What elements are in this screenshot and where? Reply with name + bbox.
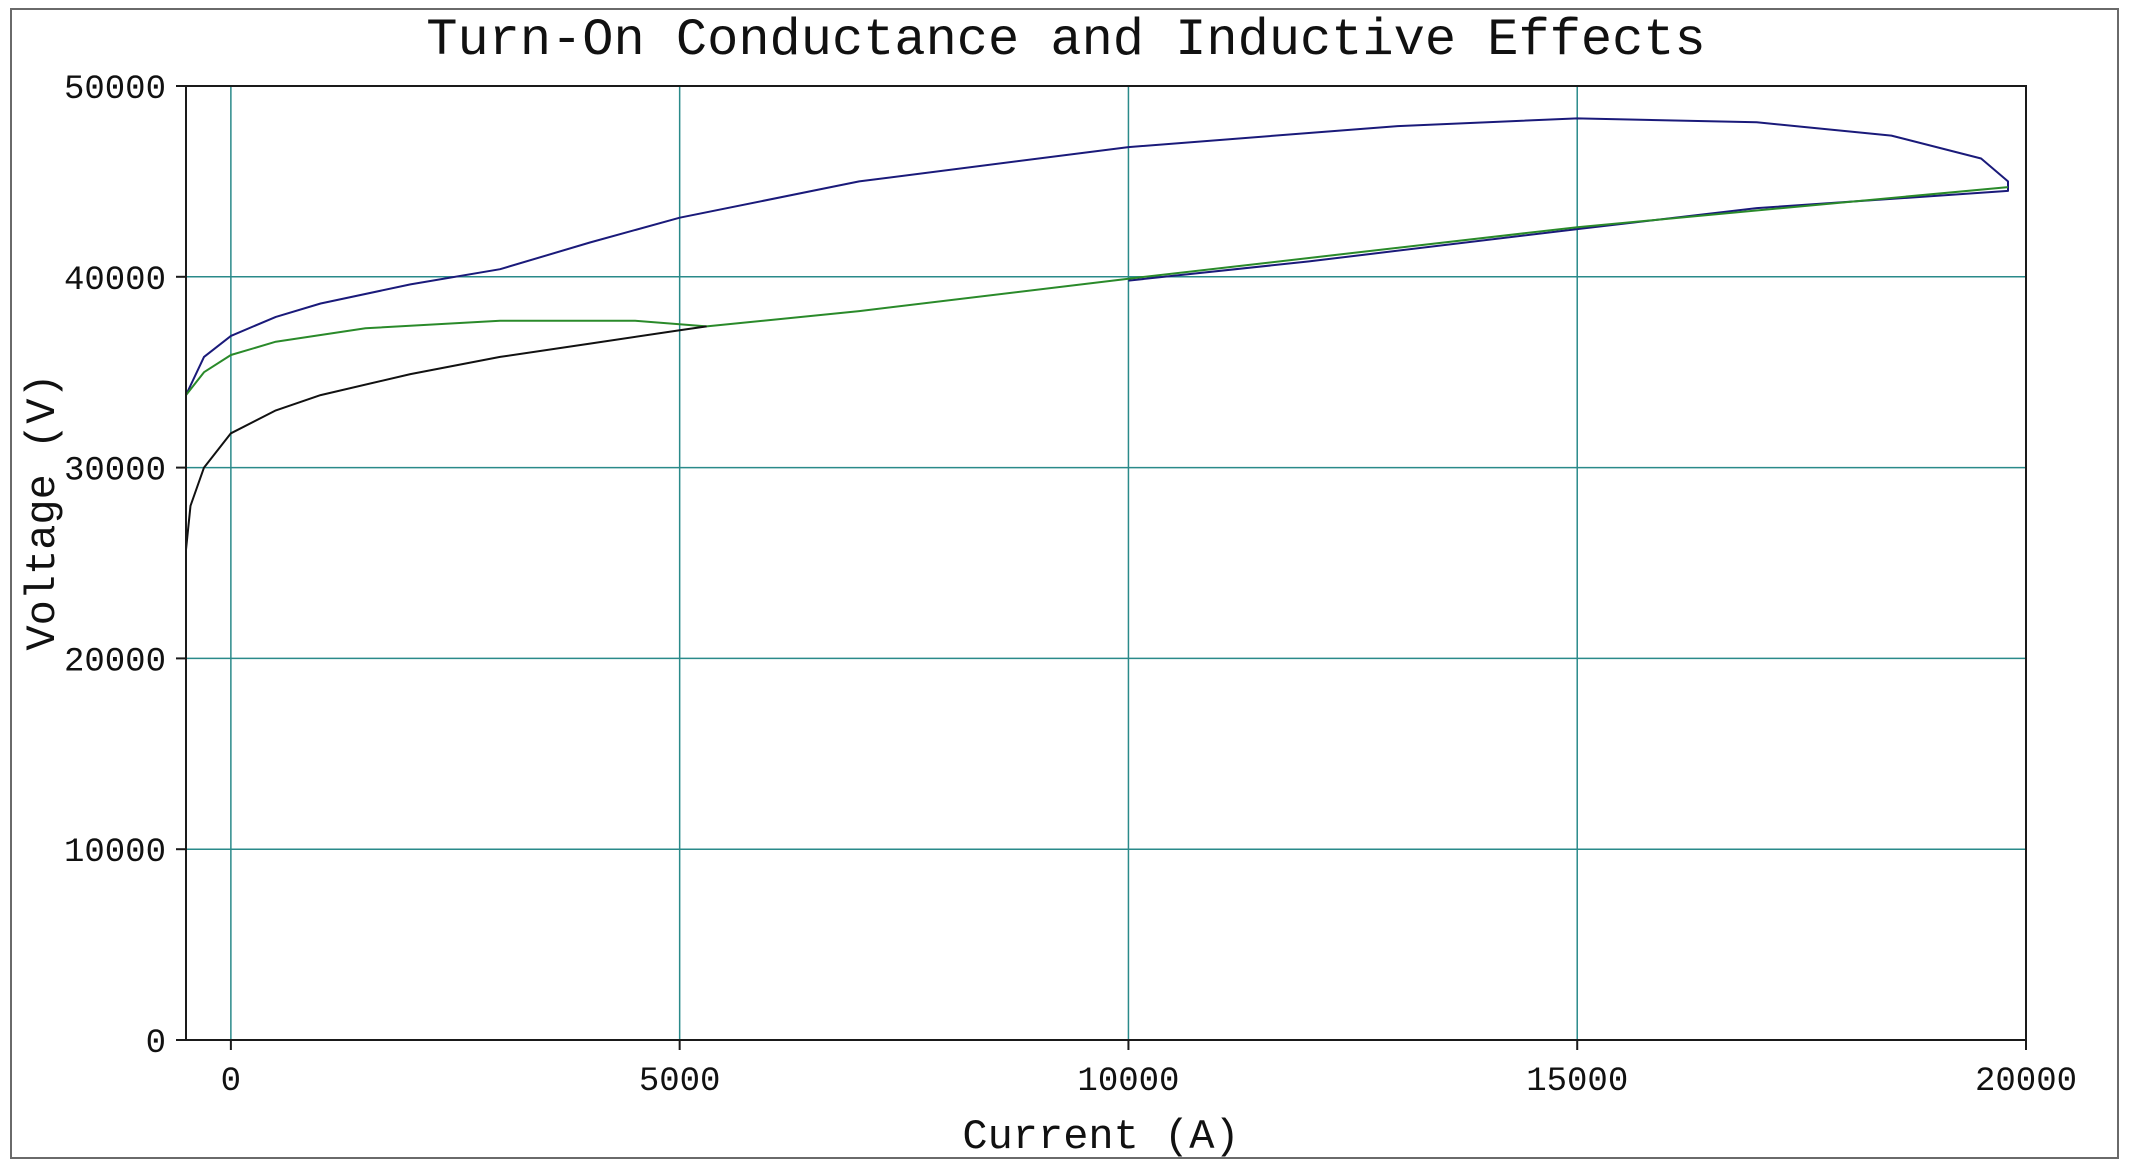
x-tick-label-2: 10000 <box>1077 1063 1179 1101</box>
series-line-0 <box>185 117 2009 434</box>
y-axis-label: Voltage (V) <box>19 373 67 650</box>
x-tick-label-0: 0 <box>221 1063 241 1101</box>
y-tick-label-0: 0 <box>146 1025 166 1063</box>
grid-lines <box>186 86 2026 1040</box>
series-line-2 <box>185 325 707 550</box>
x-axis-label: Current (A) <box>962 1113 1239 1161</box>
y-tick-label-5: 50000 <box>64 71 166 109</box>
x-tick-label-3: 15000 <box>1526 1063 1628 1101</box>
y-tick-label-3: 30000 <box>64 453 166 491</box>
y-tick-label-2: 20000 <box>64 643 166 681</box>
y-tick-label-1: 10000 <box>64 834 166 872</box>
plot-area <box>186 86 2026 1040</box>
y-tick-label-4: 40000 <box>64 262 166 300</box>
chart-title: Turn-On Conductance and Inductive Effect… <box>426 11 1705 70</box>
plot-border <box>185 85 2027 1041</box>
axes <box>176 85 2027 1050</box>
y-tick-labels: 0 10000 20000 30000 40000 50000 <box>64 71 166 1063</box>
x-tick-label-4: 20000 <box>1975 1063 2077 1101</box>
series-line-1 <box>185 186 2009 396</box>
x-tick-label-1: 5000 <box>639 1063 721 1101</box>
x-tick-labels: 0 5000 10000 15000 20000 <box>221 1063 2077 1101</box>
